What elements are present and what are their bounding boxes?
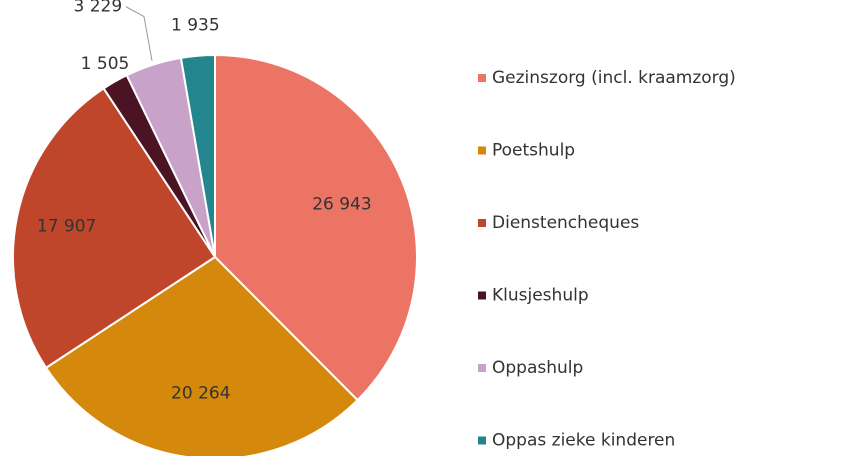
legend-swatch — [478, 364, 486, 372]
legend-label: Klusjeshulp — [492, 286, 589, 306]
data-label: 20 264 — [171, 384, 230, 404]
legend-label: Dienstencheques — [492, 213, 639, 233]
data-label: 1 935 — [171, 16, 220, 36]
pie-slice — [214, 53, 418, 402]
legend-swatch — [478, 291, 486, 300]
pie-slice — [12, 87, 217, 370]
legend-label: Oppas zieke kinderen — [492, 431, 675, 451]
pie-slice — [44, 255, 359, 456]
legend-label: Poetshulp — [492, 141, 575, 161]
leader-line — [125, 6, 153, 61]
data-label: 26 943 — [312, 195, 371, 215]
legend-label: Oppashulp — [492, 358, 583, 378]
legend-swatch — [478, 436, 486, 445]
legend-swatch — [478, 146, 486, 155]
data-label: 3 229 — [73, 0, 122, 17]
legend-label: Gezinszorg (incl. kraamzorg) — [492, 68, 736, 88]
pie-slice — [179, 53, 216, 258]
data-label: 17 907 — [37, 216, 96, 236]
legend-swatch — [478, 219, 486, 227]
data-label: 1 505 — [81, 54, 130, 74]
legend-swatch — [478, 74, 486, 82]
